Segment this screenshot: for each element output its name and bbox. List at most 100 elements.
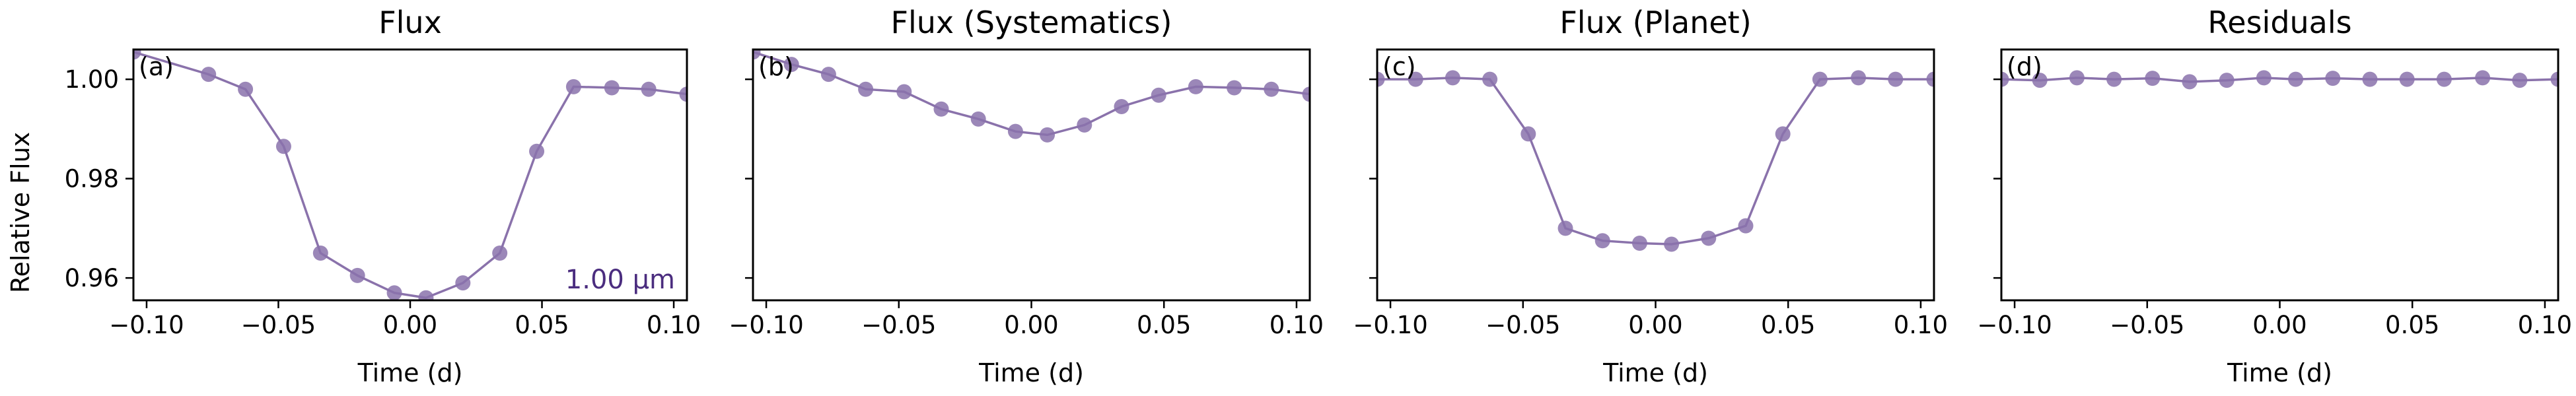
- axes-frame: [2000, 48, 2559, 302]
- data-point: [133, 50, 141, 60]
- data-point: [1077, 117, 1092, 133]
- x-tick-label: 0.00: [383, 311, 437, 339]
- x-tick-label: 0.05: [1137, 311, 1191, 339]
- data-point: [753, 50, 761, 60]
- data-point: [1775, 126, 1791, 142]
- series-group: [133, 50, 687, 300]
- data-point: [2512, 73, 2528, 88]
- x-tick-label: 0.00: [2252, 311, 2307, 339]
- data-point: [1926, 71, 1934, 87]
- x-tick-label: 0.00: [1628, 311, 1682, 339]
- data-point: [312, 246, 328, 261]
- data-point: [2362, 71, 2378, 87]
- axes-frame: [1376, 48, 1935, 302]
- data-point: [2288, 71, 2304, 87]
- data-point: [1594, 233, 1610, 249]
- data-point: [1557, 220, 1573, 236]
- data-point: [1227, 80, 1242, 96]
- data-point: [1701, 230, 1717, 246]
- data-point: [1040, 127, 1055, 143]
- data-point: [896, 84, 912, 100]
- x-axis-label: Time (d): [1602, 358, 1708, 387]
- x-tick-label: 0.10: [2518, 311, 2572, 339]
- x-tick-label: −0.10: [1977, 311, 2052, 339]
- data-point: [2219, 73, 2235, 88]
- x-tick-label: −0.05: [241, 311, 316, 339]
- data-point: [492, 246, 508, 261]
- x-tick-label: 0.10: [1270, 311, 1324, 339]
- data-point: [386, 285, 402, 300]
- x-tick-label: 0.10: [1894, 311, 1948, 339]
- data-point: [2032, 73, 2048, 88]
- series-group: [2001, 70, 2558, 90]
- data-point: [2145, 71, 2161, 86]
- panel-title: Flux: [378, 5, 442, 40]
- data-point: [1408, 71, 1423, 87]
- data-point: [1482, 71, 1498, 87]
- panel-label: (a): [139, 52, 174, 81]
- data-point: [2399, 71, 2415, 87]
- data-point: [1888, 71, 1904, 87]
- data-point: [2550, 71, 2558, 87]
- data-point: [1664, 236, 1680, 252]
- data-point: [970, 111, 986, 127]
- data-point: [1151, 87, 1166, 103]
- x-tick-label: −0.05: [2110, 311, 2184, 339]
- series-line: [753, 51, 1310, 137]
- y-tick-label: 0.96: [65, 264, 119, 292]
- data-point: [565, 79, 581, 94]
- data-point: [349, 267, 365, 283]
- data-point: [418, 290, 434, 300]
- data-point: [1302, 86, 1310, 102]
- data-point: [2475, 70, 2491, 86]
- x-tick-label: 0.05: [1761, 311, 1815, 339]
- wavelength-label: 1.00 µm: [565, 265, 675, 295]
- x-axis-label: Time (d): [357, 358, 463, 387]
- x-axis-label: Time (d): [978, 358, 1084, 387]
- data-point: [238, 81, 254, 97]
- series-group: [1377, 70, 1934, 252]
- data-point: [1264, 81, 1279, 97]
- series-line: [133, 51, 687, 300]
- data-point: [933, 101, 949, 117]
- data-point: [2325, 71, 2341, 86]
- y-tick-label: 0.98: [65, 165, 119, 193]
- data-point: [604, 80, 620, 96]
- panel-title: Flux (Systematics): [891, 5, 1172, 40]
- panel-label: (d): [2007, 52, 2042, 81]
- x-tick-label: −0.10: [1353, 311, 1427, 339]
- data-point: [2436, 71, 2452, 87]
- x-tick-label: 0.05: [515, 311, 569, 339]
- data-point: [1521, 126, 1536, 142]
- x-axis-label: Time (d): [2227, 358, 2332, 387]
- data-point: [1631, 235, 1647, 251]
- data-point: [2106, 71, 2122, 87]
- panel-title: Flux (Planet): [1559, 5, 1751, 40]
- data-point: [1007, 123, 1023, 139]
- data-point: [858, 81, 874, 97]
- data-point: [2182, 74, 2198, 90]
- x-tick-label: 0.10: [647, 311, 701, 339]
- panel-title: Residuals: [2207, 5, 2351, 40]
- data-point: [783, 57, 799, 73]
- data-point: [1114, 99, 1129, 115]
- y-axis-label: Relative Flux: [6, 132, 35, 293]
- x-tick-label: −0.05: [1485, 311, 1560, 339]
- series-line: [2001, 77, 2558, 83]
- data-point: [820, 67, 836, 82]
- x-tick-label: 0.00: [1004, 311, 1058, 339]
- data-point: [455, 275, 471, 291]
- panel-label: (b): [758, 52, 794, 81]
- panel-label: (c): [1382, 52, 1416, 81]
- x-tick-label: −0.05: [861, 311, 936, 339]
- data-point: [1851, 70, 1867, 86]
- series-group: [753, 50, 1310, 143]
- x-tick-label: −0.10: [109, 311, 184, 339]
- y-tick-label: 1.00: [65, 65, 119, 94]
- x-tick-label: 0.05: [2385, 311, 2439, 339]
- data-point: [1188, 79, 1203, 94]
- data-point: [1738, 218, 1754, 234]
- data-point: [201, 67, 217, 82]
- x-tick-label: −0.10: [729, 311, 803, 339]
